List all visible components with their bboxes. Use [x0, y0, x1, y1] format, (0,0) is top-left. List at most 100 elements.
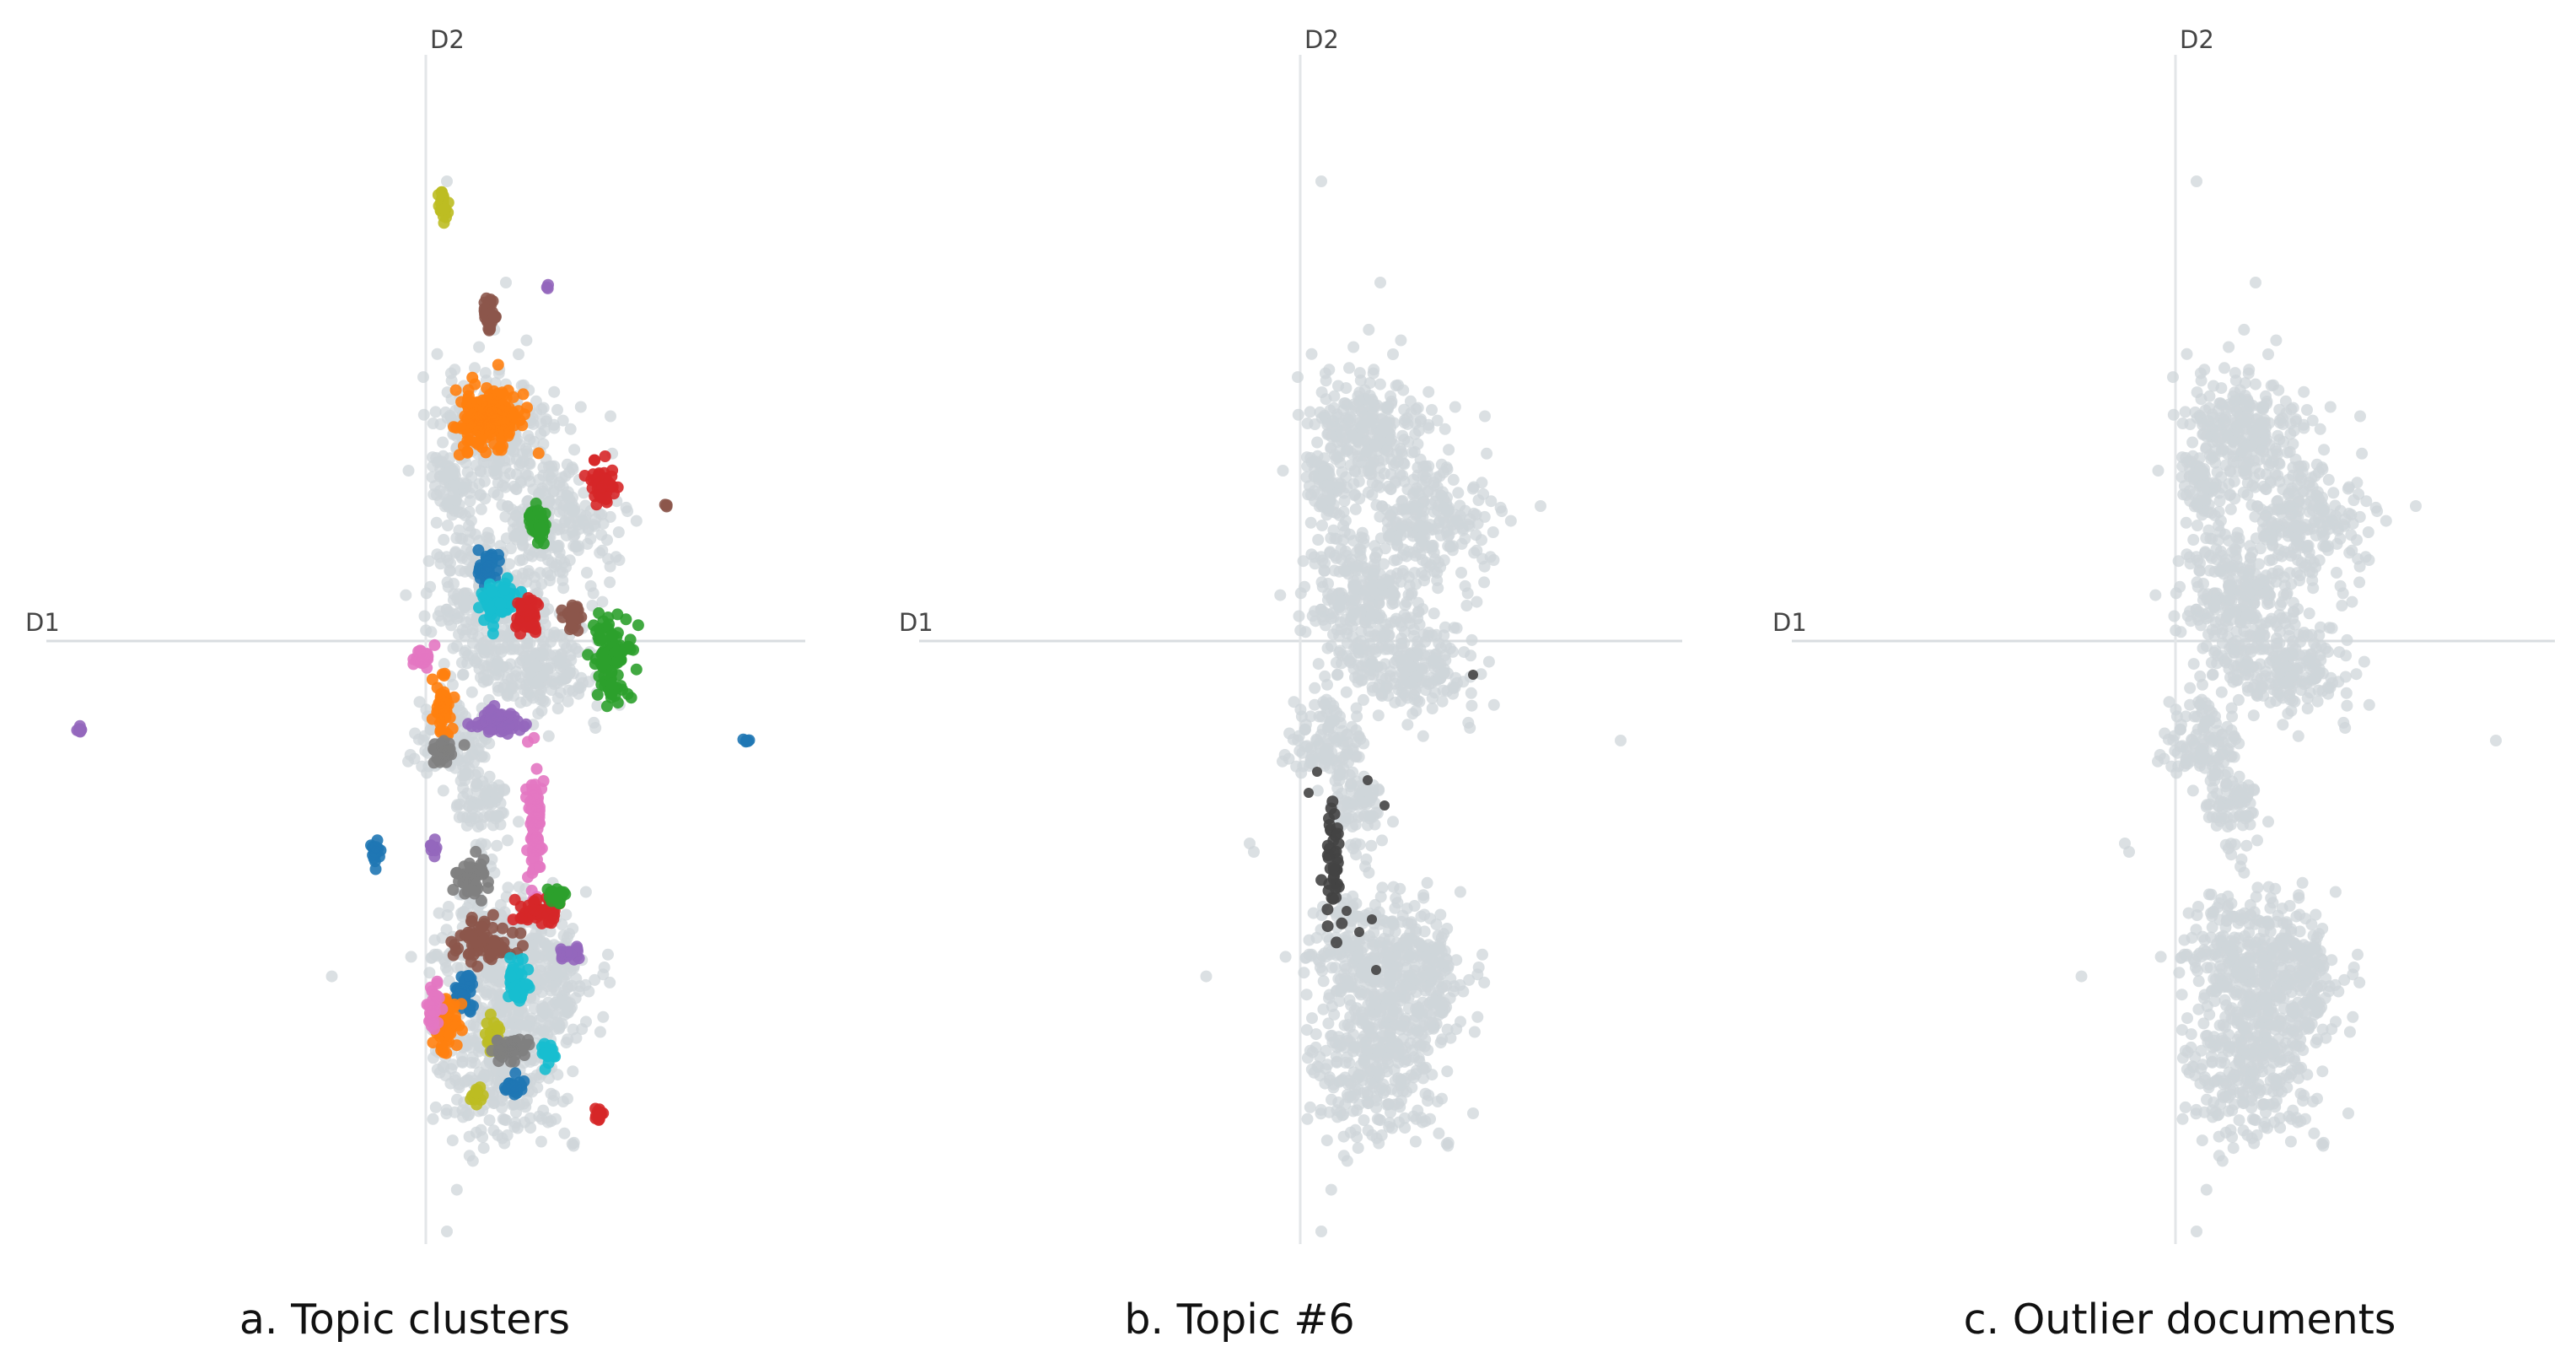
data-point: [443, 901, 454, 913]
data-point: [483, 737, 496, 750]
data-point: [1329, 549, 1342, 562]
topic-point: [477, 854, 490, 866]
data-point: [427, 460, 439, 472]
data-point: [1292, 371, 1304, 384]
topic-point: [74, 725, 87, 738]
data-point: [1390, 892, 1402, 904]
topic-point: [492, 444, 504, 456]
data-point: [534, 546, 546, 558]
data-point: [445, 374, 458, 387]
data-point: [1438, 466, 1449, 479]
data-point: [553, 655, 566, 667]
data-point: [548, 422, 561, 434]
data-point: [454, 962, 467, 974]
topic-point: [485, 394, 497, 407]
data-point: [520, 1094, 533, 1107]
data-point: [535, 704, 548, 717]
topic-point: [522, 592, 535, 604]
topic-point: [484, 1008, 497, 1021]
topic-point: [492, 1020, 504, 1032]
data-point: [567, 1139, 580, 1152]
data-point: [481, 456, 493, 469]
data-point: [459, 509, 471, 522]
data-point: [1385, 433, 1397, 445]
topic-point: [428, 744, 440, 757]
data-point: [597, 1010, 610, 1023]
data-point: [1354, 606, 1367, 619]
topic-point: [530, 904, 542, 917]
data-point: [1335, 595, 1347, 607]
data-point: [562, 1092, 573, 1105]
data-point: [502, 881, 514, 894]
data-point: [487, 486, 500, 498]
topic-point: [596, 480, 609, 493]
data-point: [528, 571, 540, 584]
data-point: [546, 466, 559, 478]
data-point: [472, 766, 485, 778]
data-point: [1428, 655, 1440, 667]
data-point: [1402, 571, 1415, 584]
topic-point: [482, 560, 495, 573]
data-point: [1468, 547, 1481, 559]
topic-point: [446, 1019, 459, 1032]
data-point: [1452, 487, 1465, 499]
topic-point: [425, 1009, 438, 1021]
data-point: [1347, 433, 1359, 444]
data-point: [1312, 534, 1325, 546]
topic-point: [481, 881, 494, 894]
data-point: [1356, 526, 1369, 539]
data-point: [417, 371, 429, 384]
data-point: [491, 839, 503, 852]
topic-point: [450, 1039, 463, 1052]
data-point: [1487, 526, 1499, 538]
data-point: [458, 477, 471, 489]
data-point: [1349, 503, 1362, 515]
data-point: [520, 334, 533, 347]
topic-point: [516, 953, 529, 965]
data-point: [1389, 696, 1401, 708]
data-point: [1382, 445, 1395, 458]
topic-point: [529, 793, 541, 805]
data-point: [1344, 780, 1357, 793]
topic-point: [659, 498, 671, 511]
data-point: [1326, 420, 1339, 433]
data-point: [514, 477, 527, 489]
data-point: [535, 1010, 548, 1023]
data-point: [1278, 749, 1291, 761]
data-point: [1325, 715, 1337, 728]
data-point: [1336, 657, 1348, 670]
topic-point: [530, 893, 543, 906]
topic-point: [530, 623, 542, 636]
data-point: [462, 753, 475, 766]
topic-point: [517, 388, 530, 401]
topic-point: [484, 323, 497, 336]
data-point: [1396, 640, 1408, 653]
topic-point: [611, 627, 624, 639]
data-point: [563, 666, 576, 679]
data-point: [517, 538, 530, 551]
data-point: [1308, 551, 1320, 563]
topic-point: [535, 917, 548, 929]
data-point: [446, 509, 459, 521]
topic-point: [593, 468, 605, 481]
data-point: [1301, 418, 1314, 429]
data-point: [535, 428, 547, 440]
data-point: [1479, 410, 1491, 423]
data-point: [464, 1041, 476, 1053]
data-point: [569, 541, 582, 553]
data-point: [1418, 574, 1430, 587]
data-point: [477, 660, 490, 671]
panel-topic-6: D1 D2: [899, 25, 1682, 1244]
data-point: [508, 1010, 521, 1023]
data-point: [591, 699, 604, 712]
data-point: [460, 623, 473, 636]
data-point: [514, 696, 527, 708]
data-point: [553, 477, 566, 489]
data-point: [1311, 734, 1324, 746]
data-point: [612, 526, 625, 538]
data-point: [1311, 784, 1324, 797]
data-point: [594, 1026, 606, 1038]
data-point: [497, 479, 509, 492]
data-point: [1422, 422, 1435, 434]
data-point: [1459, 504, 1471, 517]
